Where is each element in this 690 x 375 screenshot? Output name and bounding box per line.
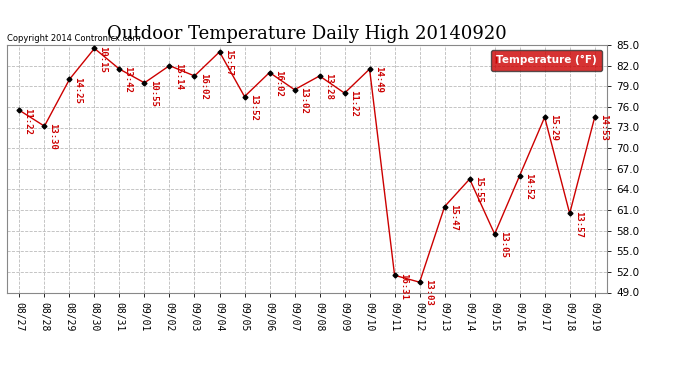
Text: 15:57: 15:57 [224,49,233,76]
Text: 15:29: 15:29 [549,114,558,141]
Text: 16:02: 16:02 [199,73,208,100]
Text: 15:14: 15:14 [174,63,183,90]
Text: 15:47: 15:47 [448,204,457,231]
Text: 10:55: 10:55 [148,80,157,107]
Title: Outdoor Temperature Daily High 20140920: Outdoor Temperature Daily High 20140920 [107,26,507,44]
Text: 13:02: 13:02 [299,87,308,114]
Text: 14:53: 14:53 [599,114,608,141]
Text: 16:02: 16:02 [274,70,283,97]
Text: 13:42: 13:42 [124,66,132,93]
Text: 14:52: 14:52 [524,173,533,200]
Text: Copyright 2014 Contronicx.com: Copyright 2014 Contronicx.com [7,33,140,42]
Text: 14:49: 14:49 [374,66,383,93]
Text: 11:22: 11:22 [23,108,32,134]
Text: 13:28: 13:28 [324,73,333,100]
Text: 13:03: 13:03 [424,279,433,306]
Text: 15:55: 15:55 [474,176,483,203]
Text: 13:30: 13:30 [48,123,57,150]
Text: 13:57: 13:57 [574,211,583,237]
Legend: Temperature (°F): Temperature (°F) [491,50,602,71]
Text: 13:05: 13:05 [499,231,508,258]
Text: 14:25: 14:25 [74,76,83,104]
Text: 10:15: 10:15 [99,46,108,72]
Text: 13:52: 13:52 [248,94,257,121]
Text: 11:22: 11:22 [348,90,357,117]
Text: 16:31: 16:31 [399,273,408,299]
